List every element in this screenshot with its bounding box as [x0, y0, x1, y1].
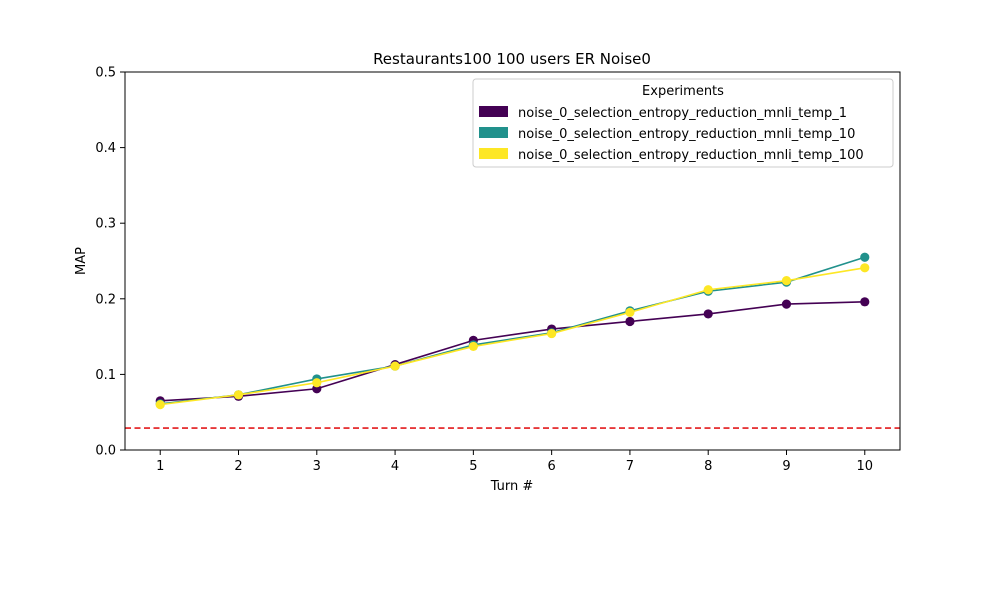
data-point-s1-8 [703, 309, 713, 319]
x-tick-label: 5 [469, 459, 477, 474]
data-point-s1-10 [860, 297, 870, 307]
legend: Experiments noise_0_selection_entropy_re… [472, 78, 894, 168]
series-line-3 [160, 267, 865, 406]
legend-title: Experiments [642, 84, 724, 99]
legend-box [472, 78, 894, 168]
x-tick-label: 9 [782, 459, 790, 474]
data-point-s3-2 [233, 390, 244, 400]
plot-area [125, 252, 900, 429]
legend-swatch-1 [479, 106, 508, 117]
y-tick-label: 0.4 [95, 141, 116, 156]
y-tick-label: 0.0 [95, 444, 116, 459]
data-point-s3-5 [468, 341, 478, 352]
x-tick-label: 10 [856, 459, 873, 474]
legend-label-1: noise_0_selection_entropy_reduction_mnli… [518, 106, 847, 121]
x-tick-label: 4 [391, 459, 399, 474]
y-axis: 0.0 0.1 0.2 0.3 0.4 0.5 [95, 66, 125, 459]
data-point-s3-1 [155, 400, 165, 410]
x-tick-label: 3 [313, 459, 321, 474]
x-tick-label: 2 [234, 459, 242, 474]
series-line-2 [160, 256, 866, 405]
data-point-s3-3 [312, 378, 322, 388]
data-point-s3-7 [625, 307, 635, 318]
legend-label-3: noise_0_selection_entropy_reduction_mnli… [518, 148, 864, 163]
y-axis-label: MAP [74, 247, 89, 275]
chart-title: Restaurants100 100 users ER Noise0 [373, 50, 651, 68]
data-point-s3-9 [781, 276, 792, 286]
y-tick-label: 0.2 [95, 292, 116, 307]
legend-swatch-2 [479, 127, 508, 138]
legend-label-2: noise_0_selection_entropy_reduction_mnli… [518, 127, 855, 142]
y-tick-label: 0.3 [95, 217, 116, 232]
data-point-s3-4 [390, 361, 400, 371]
x-tick-label: 6 [548, 459, 556, 474]
data-point-s3-8 [703, 285, 713, 295]
x-axis: 1 2 3 4 5 6 7 8 9 10 [156, 450, 873, 474]
legend-entries: noise_0_selection_entropy_reduction_mnli… [479, 106, 864, 163]
y-tick-label: 0.1 [95, 368, 116, 383]
series-line-1 [160, 301, 865, 402]
x-tick-label: 1 [156, 459, 164, 474]
data-point-s3-10 [860, 263, 870, 273]
x-tick-label: 8 [704, 459, 712, 474]
plot-frame [124, 71, 901, 451]
y-tick-label: 0.5 [95, 66, 116, 81]
data-point-s1-9 [781, 299, 792, 309]
data-point-s3-6 [547, 328, 557, 339]
x-tick-label: 7 [626, 459, 634, 474]
legend-swatch-3 [479, 148, 508, 159]
x-axis-label: Turn # [490, 479, 534, 494]
data-point-s1-7 [625, 316, 635, 327]
data-point-s2-10 [860, 252, 870, 262]
